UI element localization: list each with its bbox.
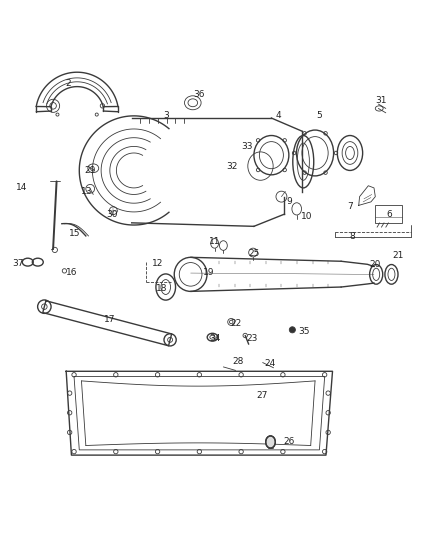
Text: 24: 24 [265,359,276,368]
Text: 16: 16 [66,268,78,277]
Text: 36: 36 [194,90,205,99]
Text: 6: 6 [386,211,392,220]
Text: 35: 35 [298,327,310,336]
Text: 21: 21 [392,251,404,260]
Text: 29: 29 [85,166,96,175]
Text: 17: 17 [104,315,116,324]
Text: 26: 26 [283,437,294,446]
Text: 14: 14 [16,183,27,192]
Text: 20: 20 [370,260,381,269]
Text: 22: 22 [230,319,241,328]
Bar [375,205,402,223]
Text: 7: 7 [347,202,353,211]
Text: 25: 25 [248,249,260,258]
Text: 34: 34 [209,334,220,343]
Text: 9: 9 [286,197,292,206]
Ellipse shape [266,436,276,448]
Text: 3: 3 [164,111,170,120]
Text: 27: 27 [256,391,268,400]
Text: 15: 15 [69,229,81,238]
Text: 30: 30 [106,209,118,219]
Text: 5: 5 [317,111,322,120]
Text: 11: 11 [209,237,220,246]
Text: 13: 13 [81,187,93,196]
Text: 31: 31 [375,96,386,105]
Ellipse shape [289,327,295,333]
Text: 18: 18 [155,284,167,293]
Text: 12: 12 [152,259,163,268]
Text: 28: 28 [232,357,244,366]
Text: 32: 32 [226,161,238,171]
Text: 10: 10 [300,212,312,221]
Text: 33: 33 [242,142,253,151]
Text: 4: 4 [275,111,281,120]
Text: 23: 23 [246,334,258,343]
Text: 2: 2 [66,79,71,87]
Text: 37: 37 [12,259,24,268]
Text: 19: 19 [203,268,214,277]
Text: 8: 8 [349,232,355,241]
